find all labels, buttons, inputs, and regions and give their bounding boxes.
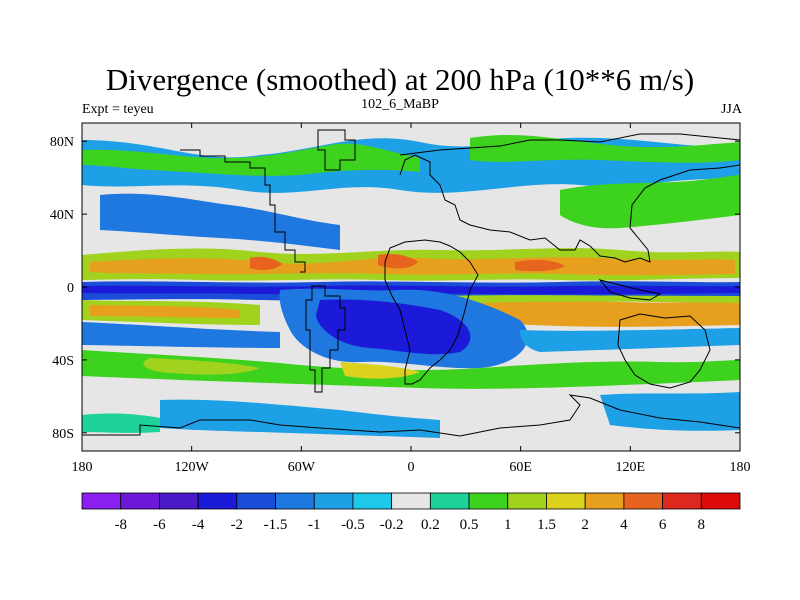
x-tick-label: 60E: [509, 460, 532, 475]
asia-south-coastline: [469, 164, 740, 263]
greenland-coastline: [317, 129, 356, 171]
colorbar-label: -1: [308, 517, 321, 533]
plot-area: [82, 123, 740, 451]
colorbar: -8 -6 -4 -2 -1.5 -1 -0.5 -0.2 0.2 0.5 1 1.5 2 4 6 8: [81, 492, 741, 533]
south-america-coastline: [305, 285, 346, 393]
colorbar-swatch: [81, 492, 122, 510]
north-green-band: [82, 143, 420, 176]
x-tick-label: 180: [72, 460, 93, 475]
central-darkblue: [316, 299, 471, 355]
coastline-layer: [82, 129, 740, 437]
x-tick-label: 180: [730, 460, 751, 475]
colorbar-swatch: [275, 492, 315, 510]
colorbar-label: -6: [153, 517, 166, 533]
south-tropical-green-east: [440, 295, 740, 304]
colorbar-label: 6: [659, 517, 667, 533]
south-midlat-blue: [82, 322, 280, 348]
colorbar-swatch: [468, 492, 509, 510]
south-green-band: [82, 350, 740, 389]
colorbar-swatch: [391, 492, 431, 510]
antarctica-coastline: [82, 394, 740, 437]
colorbar-swatch: [236, 492, 276, 510]
colorbar-label: 0.2: [421, 517, 440, 533]
y-tick-label: 40S: [52, 354, 74, 369]
y-tick-label: 0: [67, 281, 74, 296]
south-yellow-patch-2: [340, 362, 420, 379]
colorbar-label: 8: [698, 517, 706, 533]
tropical-red-1: [250, 256, 282, 271]
colorbar-swatch: [507, 492, 547, 510]
contour-fill-layer: [82, 135, 740, 438]
colorbar-swatch: [429, 492, 470, 510]
x-tick-label: 60W: [288, 460, 316, 475]
y-tick-label: 80N: [50, 135, 74, 150]
colorbar-label: 4: [620, 517, 628, 533]
colorbar-label: 2: [581, 517, 589, 533]
maritime-continent-coastline: [598, 279, 662, 301]
colorbar-label: -0.5: [341, 517, 365, 533]
colorbar-swatch: [120, 492, 160, 510]
colorbar-swatch: [197, 492, 238, 510]
midlat-blue-west: [100, 193, 340, 250]
antarctic-blue-east: [600, 392, 740, 431]
north-america-coastline: [180, 149, 306, 273]
colorbar-swatch: [662, 492, 702, 510]
colorbar-label: -1.5: [264, 517, 288, 533]
y-tick-label: 40N: [50, 208, 74, 223]
colorbar-swatch: [546, 492, 586, 510]
south-midlat-blue-east: [520, 328, 740, 352]
x-tick-label: 0: [408, 460, 415, 475]
colorbar-label: 1.5: [537, 517, 556, 533]
south-yellow-patch: [143, 358, 260, 375]
colorbar-label: -4: [192, 517, 205, 533]
colorbar-swatch: [700, 492, 741, 510]
antarctic-green-west: [82, 413, 160, 433]
eurasia-coastline: [399, 133, 740, 156]
colorbar-swatch: [352, 492, 393, 510]
x-tick-label: 120W: [175, 460, 210, 475]
colorbar-label: 1: [504, 517, 512, 533]
colorbar-label: 0.5: [460, 517, 479, 533]
case-label: 102_6_MaBP: [361, 97, 439, 112]
x-tick-label: 120E: [616, 460, 646, 475]
y-tick-label: 80S: [52, 427, 74, 442]
europe-coastline: [399, 154, 471, 226]
tropical-red-3: [515, 259, 565, 272]
axes: 180 120W 60W 0 60E 120E 180 80N 40N 0 40S 80S: [50, 123, 751, 475]
africa-coastline: [384, 239, 479, 385]
colorbar-label: -0.2: [380, 517, 404, 533]
south-orange-west: [90, 305, 240, 318]
colorbar-swatch: [159, 492, 199, 510]
experiment-label: Expt = teyeu: [82, 102, 154, 117]
colorbar-swatch: [584, 492, 625, 510]
colorbar-label: -8: [114, 517, 127, 533]
colorbar-swatch: [313, 492, 354, 510]
antarctic-blue: [160, 399, 440, 438]
australia-coastline: [617, 313, 711, 389]
tropical-red-2: [378, 253, 418, 269]
plot-title: Divergence (smoothed) at 200 hPa (10**6 …: [105, 62, 695, 97]
colorbar-label: -2: [231, 517, 244, 533]
arctic-green-east: [470, 135, 740, 163]
season-label: JJA: [720, 102, 742, 117]
midlat-green-east: [560, 175, 740, 229]
colorbar-swatch: [623, 492, 663, 510]
